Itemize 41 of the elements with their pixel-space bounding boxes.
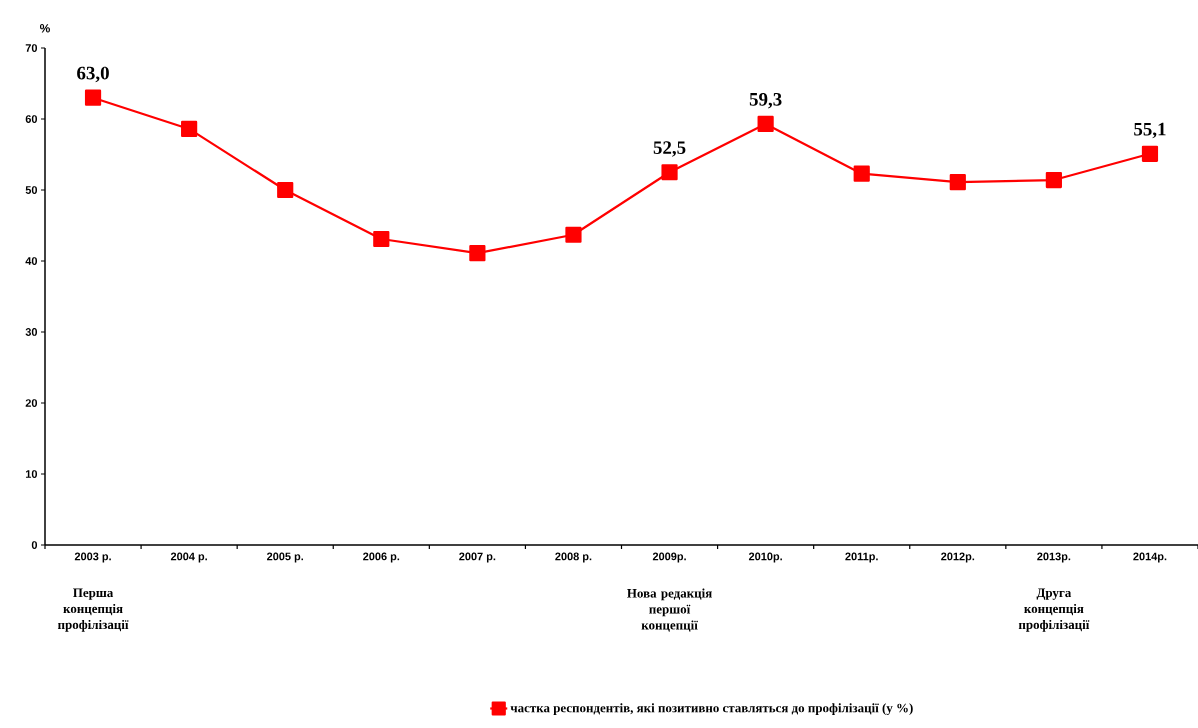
point — [661, 164, 678, 181]
y-tick-label: 0 — [31, 541, 38, 549]
x-tick-label: 2014р. — [1133, 552, 1167, 563]
text: Нова редакція першої концепції — [627, 588, 712, 632]
x-tick-label: 2006 р. — [363, 552, 400, 563]
point — [373, 230, 390, 248]
y-tick-label: 10 — [25, 470, 38, 478]
point — [84, 89, 102, 106]
x-tick-label: 2013р. — [1037, 552, 1071, 563]
y-axis-title: % — [39, 24, 50, 33]
y-tick-label: 20 — [25, 399, 38, 407]
text: Перша концепція профілізації — [57, 588, 129, 632]
y-tick-label: 50 — [25, 186, 38, 194]
y-tick-label: 30 — [25, 328, 38, 336]
x-tick-label: 2005 р. — [267, 552, 304, 563]
x-tick-label: 2003 р. — [74, 552, 111, 563]
x-tick-label: 2004 р. — [170, 552, 207, 563]
legend-label: частка респондентів, які позитивно ставляться до профілізації (у %) — [510, 703, 913, 716]
x-tick-label: 2010р. — [748, 552, 782, 563]
x-tick-label: 2008 р. — [555, 552, 592, 563]
x-tick-label: 2009р. — [652, 552, 686, 563]
point — [469, 245, 486, 262]
data-label: 55,1 — [1134, 122, 1166, 139]
y-tick-label: 70 — [25, 44, 38, 52]
point — [1141, 145, 1159, 162]
point — [565, 226, 582, 243]
data-label: 63,0 — [77, 66, 109, 83]
point — [949, 174, 966, 191]
data-label: 52,5 — [653, 141, 686, 157]
point — [1045, 171, 1062, 189]
data-label: 59,3 — [749, 92, 782, 109]
y-tick-label: 60 — [25, 115, 38, 123]
text: Друга концепція профілізації — [1018, 588, 1090, 632]
point — [181, 120, 198, 138]
x-tick-label: 2011р. — [845, 552, 878, 563]
x-tick-label: 2007 р. — [459, 552, 496, 563]
point — [757, 115, 774, 133]
point — [277, 181, 294, 199]
y-tick-label: 40 — [25, 257, 38, 265]
x-tick-label: 2012р. — [941, 552, 975, 563]
point — [853, 165, 870, 182]
